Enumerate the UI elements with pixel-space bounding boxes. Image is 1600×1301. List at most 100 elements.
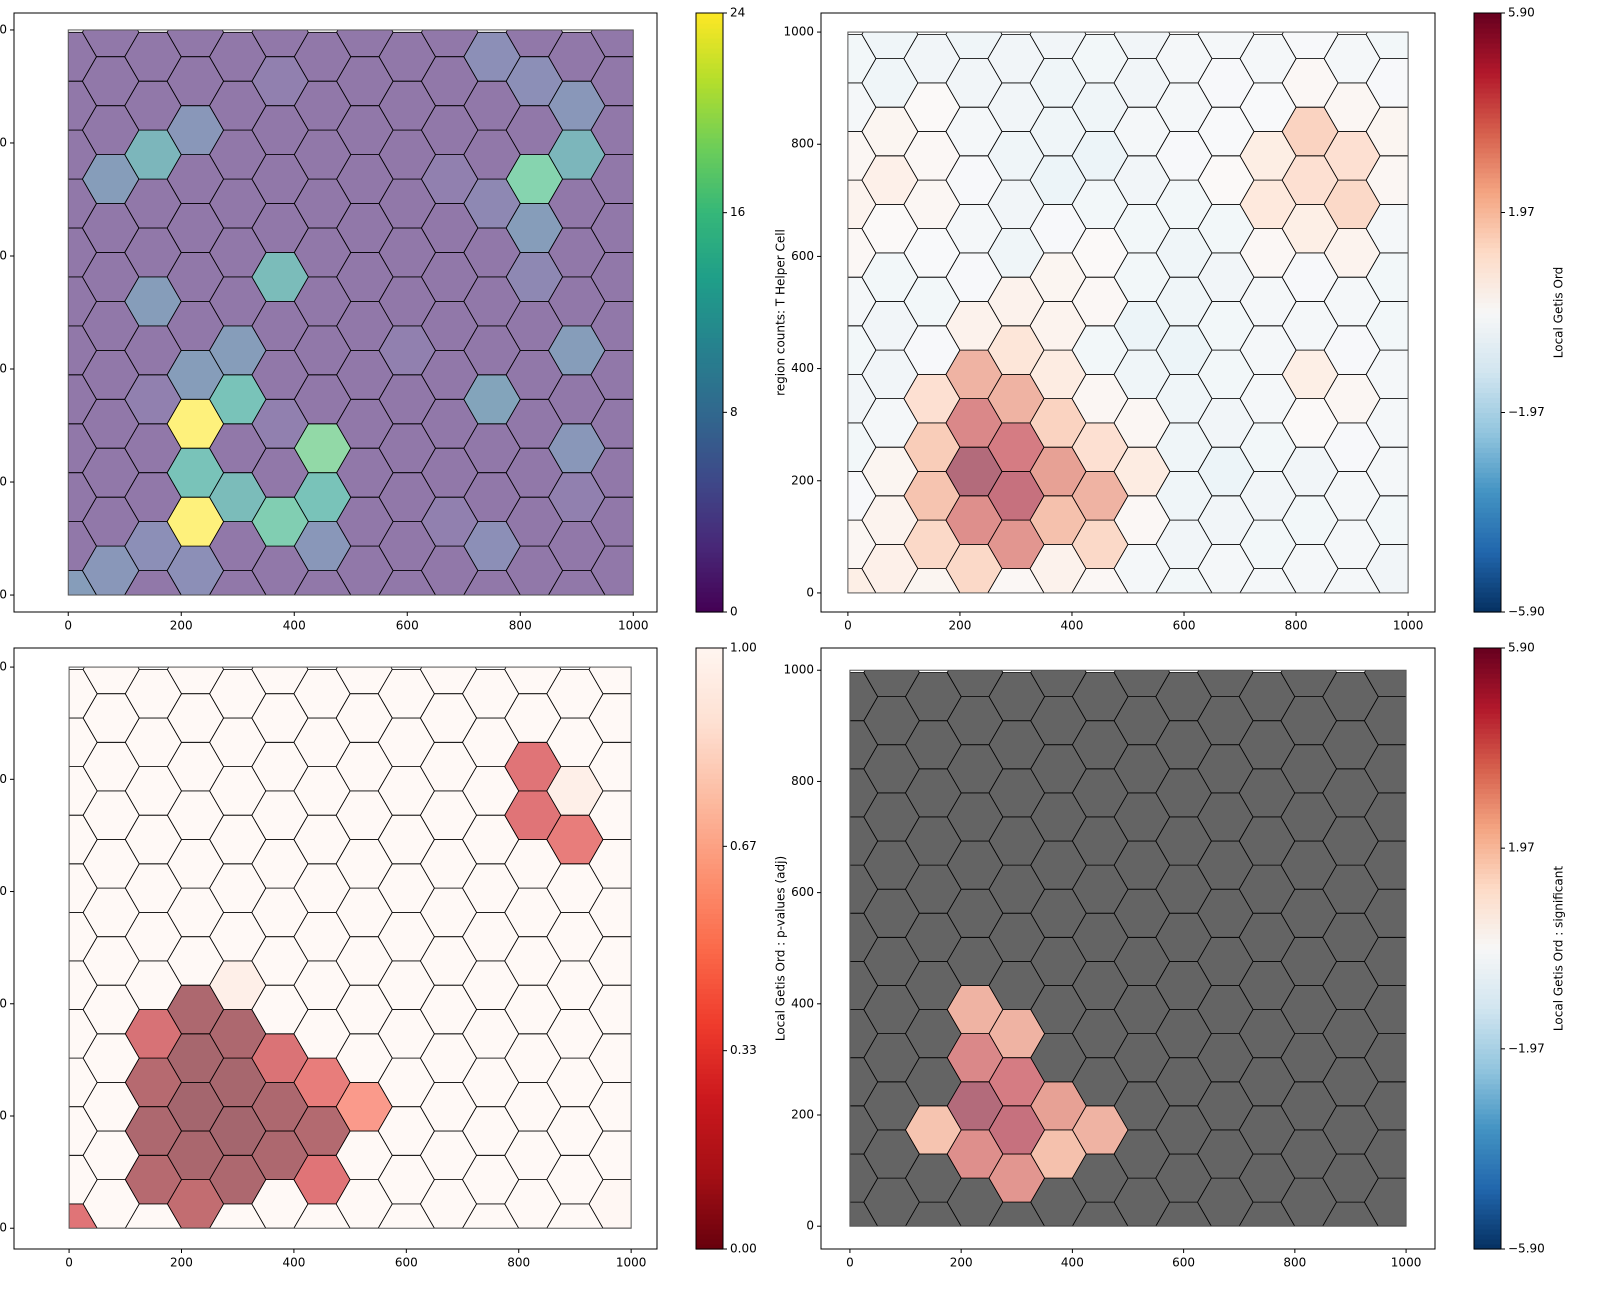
x-tick-label: 600 — [395, 1256, 418, 1270]
colorbar-swatch — [696, 572, 723, 578]
colorbar-swatch — [1474, 287, 1501, 294]
colorbar-swatch — [1474, 1083, 1501, 1090]
colorbar-swatch — [696, 878, 723, 884]
colorbar-swatch — [1474, 262, 1501, 269]
colorbar-swatch — [696, 492, 723, 498]
colorbar-swatch — [1474, 177, 1501, 184]
colorbar-swatch — [696, 442, 723, 448]
colorbar-swatch — [1474, 82, 1501, 89]
colorbar-swatch — [696, 703, 723, 709]
colorbar-swatch — [696, 537, 723, 543]
colorbar-swatch — [1474, 1123, 1501, 1130]
colorbar-swatch — [1474, 37, 1501, 44]
colorbar-swatch — [1474, 1238, 1501, 1245]
colorbar-swatch — [1474, 733, 1501, 739]
colorbar-swatch — [1474, 938, 1501, 945]
colorbar-swatch — [696, 267, 723, 274]
colorbar-swatch — [1474, 577, 1501, 583]
colorbar-swatch — [1474, 1178, 1501, 1185]
colorbar-swatch — [1474, 973, 1501, 980]
colorbar-swatch — [1474, 1198, 1501, 1205]
colorbar-swatch — [696, 397, 723, 403]
colorbar-swatch — [696, 848, 723, 854]
x-tick-label: 400 — [1061, 1256, 1084, 1270]
colorbar-swatch — [696, 648, 723, 654]
y-tick-label: 800 — [791, 774, 814, 788]
colorbar-swatch — [696, 502, 723, 508]
colorbar-swatch — [1474, 1228, 1501, 1235]
axes: 02004006008001000020040060080010000.000.… — [0, 641, 788, 1270]
colorbar-swatch — [1474, 182, 1501, 189]
colorbar-swatch — [1474, 462, 1501, 468]
colorbar-swatch — [1474, 823, 1501, 829]
colorbar-swatch — [696, 713, 723, 719]
colorbar-swatch — [696, 838, 723, 844]
colorbar-swatch — [696, 1133, 723, 1140]
x-tick-label: 0 — [64, 619, 72, 633]
colorbar: −5.90 −1.97 1.97 5.90 Local Getis Ord — [1473, 6, 1566, 619]
x-tick-label: 1000 — [616, 1256, 647, 1270]
colorbar-swatch — [696, 142, 723, 149]
colorbar-swatch — [696, 928, 723, 935]
y-tick-label: 400 — [791, 996, 814, 1010]
colorbar-swatch — [1474, 853, 1501, 859]
colorbar-swatch — [696, 167, 723, 174]
colorbar-swatch — [696, 1168, 723, 1175]
colorbar-swatch — [696, 192, 723, 199]
colorbar-swatch — [1474, 307, 1501, 314]
colorbar-swatch — [696, 673, 723, 679]
colorbar-swatch — [1474, 547, 1501, 553]
colorbar-swatch — [1474, 77, 1501, 84]
y-tick-label: 1000 — [0, 660, 7, 674]
colorbar-swatch — [1474, 963, 1501, 970]
colorbar-swatch — [696, 1198, 723, 1205]
colorbar-swatch — [1474, 432, 1501, 438]
colorbar-tick-label: 1.00 — [730, 641, 757, 655]
colorbar-swatch — [696, 512, 723, 518]
colorbar-swatch — [696, 562, 723, 568]
colorbar-swatch — [1474, 1058, 1501, 1065]
colorbar-swatch — [696, 577, 723, 583]
colorbar-swatch — [1474, 833, 1501, 839]
colorbar-swatch — [696, 938, 723, 945]
colorbar-tick-label: −5.90 — [1508, 605, 1545, 619]
colorbar-swatch — [696, 1153, 723, 1160]
colorbar-swatch — [1474, 522, 1501, 528]
colorbar-swatch — [696, 187, 723, 194]
colorbar-swatch — [1474, 587, 1501, 593]
colorbar-swatch — [696, 1233, 723, 1240]
colorbar-tick-label: 0.00 — [730, 1242, 757, 1256]
colorbar-swatch — [1474, 983, 1501, 990]
colorbar-swatch — [1474, 517, 1501, 523]
colorbar-swatch — [696, 367, 723, 373]
colorbar-swatch — [1474, 452, 1501, 458]
colorbar-swatch — [1474, 913, 1501, 920]
colorbar-swatch — [1474, 753, 1501, 759]
colorbar-swatch — [696, 87, 723, 94]
colorbar-swatch — [1474, 708, 1501, 714]
colorbar-swatch — [696, 733, 723, 739]
colorbar-swatch — [1474, 978, 1501, 985]
colorbar-swatch — [1474, 1193, 1501, 1200]
axes-frame — [13, 647, 658, 1250]
colorbar-swatch — [696, 137, 723, 144]
x-tick-label: 600 — [1173, 619, 1196, 633]
colorbar-swatch — [696, 843, 723, 849]
hex-cell — [590, 29, 634, 58]
colorbar-swatch — [1474, 748, 1501, 754]
colorbar-swatch — [696, 1178, 723, 1185]
colorbar-swatch — [1474, 152, 1501, 159]
colorbar-swatch — [696, 147, 723, 154]
colorbar-swatch — [696, 1028, 723, 1035]
colorbar-swatch — [1474, 242, 1501, 249]
colorbar-swatch — [1474, 713, 1501, 719]
colorbar-tick-label: 0.67 — [730, 839, 757, 853]
colorbar-frame — [1473, 12, 1502, 613]
colorbar-swatch — [696, 998, 723, 1005]
colorbar-swatch — [696, 873, 723, 879]
colorbar-swatch — [1474, 1053, 1501, 1060]
colorbar-swatch — [696, 1043, 723, 1050]
colorbar-swatch — [1474, 723, 1501, 729]
colorbar-swatch — [1474, 1133, 1501, 1140]
colorbar-swatch — [696, 587, 723, 593]
